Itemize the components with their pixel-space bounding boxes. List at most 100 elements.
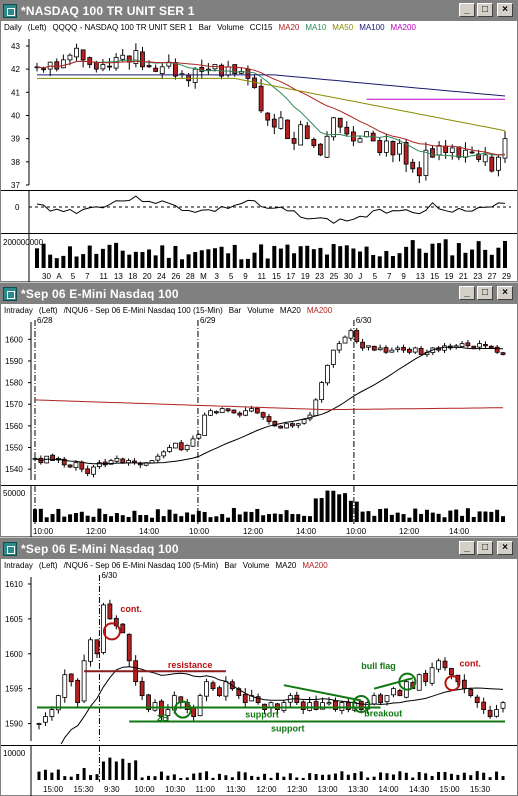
volume-bar	[160, 245, 165, 268]
intraday5-candle	[384, 695, 390, 703]
intraday15-candle	[91, 466, 96, 475]
interval-label: Intraday	[4, 561, 33, 570]
intraday15-candle	[371, 345, 377, 351]
volume-bar	[127, 254, 132, 268]
close-button[interactable]: ×	[497, 3, 513, 17]
volume-bar	[443, 771, 447, 780]
volume-bar	[101, 761, 105, 780]
intraday15-candle	[389, 349, 395, 353]
intraday15-candle	[213, 411, 219, 414]
intraday5-candle	[165, 709, 171, 716]
intraday15-candle	[465, 342, 471, 347]
close-button[interactable]: ×	[497, 286, 513, 300]
window2-titlebar[interactable]: *Sep 06 E-Mini Nasdaq 100 _ □ ×	[1, 284, 517, 304]
volume-bar	[190, 514, 195, 522]
window3-titlebar[interactable]: *Sep 06 E-Mini Nasdaq 100 _ □ ×	[1, 539, 517, 559]
volume-bar	[261, 515, 266, 522]
volume-bar	[325, 490, 330, 522]
volume-bar	[454, 509, 459, 522]
volume-bar	[390, 256, 395, 268]
volume-bar	[79, 511, 84, 522]
support-upper-label: support	[245, 710, 279, 720]
daily-candle	[173, 62, 178, 77]
window-nasdaq-daily: *NASDAQ 100 TR UNIT SER 1 _ □ × Daily (L…	[0, 0, 518, 282]
volume-bar	[417, 772, 421, 780]
intraday15-volume-pane: 50000 10:00 12:00 14:00 10:00 12:00 14:00 10:00…	[1, 485, 517, 537]
intraday5-candle	[139, 681, 145, 697]
volume-bar	[470, 249, 475, 268]
window1-titlebar[interactable]: *NASDAQ 100 TR UNIT SER 1 _ □ ×	[1, 1, 517, 21]
volume-bar	[37, 771, 41, 780]
volume-bar	[475, 771, 479, 780]
volume-bar	[87, 245, 92, 268]
volume-tick-label: 10000	[3, 749, 26, 758]
volume-bar	[85, 515, 90, 522]
daily-candle	[80, 49, 86, 61]
intraday5-candle	[494, 709, 499, 717]
intraday5-candle	[249, 695, 255, 702]
volume-bar	[313, 498, 318, 522]
intraday15-candle	[249, 408, 254, 412]
intraday15-price-pane: Intraday (Left) /NQU6 - Sep 06 E-Mini Na…	[1, 304, 517, 484]
ma200-label: MA200	[302, 561, 328, 570]
maximize-button[interactable]: □	[477, 541, 493, 555]
volume-bar	[419, 513, 424, 522]
volume-bar	[269, 777, 273, 780]
ma50-label: MA50	[332, 23, 354, 32]
close-button[interactable]: ×	[497, 541, 513, 555]
volume-bar	[172, 774, 176, 780]
daily-candle	[258, 85, 264, 112]
daily-candle	[331, 117, 337, 138]
daily-candle	[390, 140, 396, 156]
minimize-button[interactable]: _	[459, 3, 475, 17]
volume-bar	[198, 772, 202, 780]
volume-bar	[460, 515, 465, 522]
volume-bar	[69, 776, 73, 780]
volume-bar	[496, 247, 501, 268]
daily-candle	[67, 54, 73, 61]
volume-bar	[488, 777, 492, 780]
x-tick-label: 28	[186, 272, 195, 281]
maximize-button[interactable]: □	[477, 286, 493, 300]
volume-bar	[407, 517, 412, 522]
scale-label: (Left)	[27, 23, 47, 32]
x-tick-label: 10:00	[346, 527, 367, 536]
intraday15-candle	[96, 462, 102, 467]
intraday5-price-chart: 1610 1605 1600 1595 1590 6/30 resistance suppor…	[5, 571, 506, 744]
volume-bar	[114, 242, 119, 268]
ma20-label: MA20	[279, 306, 301, 315]
intraday5-candle	[397, 690, 403, 697]
daily-candle	[397, 142, 402, 155]
minimize-button[interactable]: _	[459, 541, 475, 555]
intraday5-candle	[94, 639, 100, 655]
volume-bar	[44, 517, 49, 522]
daily-candle	[449, 147, 455, 153]
volume-bar	[284, 510, 289, 522]
x-tick-label: 10:30	[165, 785, 186, 794]
daily-candle	[482, 154, 488, 163]
ma10-line	[36, 59, 506, 158]
maximize-button[interactable]: □	[477, 3, 493, 17]
volume-tick-label: 200000000	[3, 238, 44, 247]
volume-bar	[395, 512, 400, 522]
intraday15-header: Intraday (Left) /NQU6 - Sep 06 E-Mini Na…	[4, 306, 332, 315]
intraday5-candle	[333, 700, 338, 710]
minimize-button[interactable]: _	[459, 286, 475, 300]
volume-bar	[56, 769, 60, 780]
intraday5-candle	[49, 709, 55, 717]
volume-bar	[469, 775, 473, 780]
intraday15-candle	[319, 382, 325, 401]
volume-bar	[346, 774, 350, 780]
volume-bar	[471, 516, 476, 522]
intraday5-candle	[429, 667, 435, 684]
volume-bar	[205, 771, 209, 780]
volume-bar	[114, 761, 118, 780]
volume-bar	[265, 258, 270, 268]
x-tick-label: 15:00	[43, 785, 64, 794]
x-tick-label: 18	[128, 272, 137, 281]
volume-bar	[296, 514, 301, 522]
volume-bar	[186, 254, 191, 268]
volume-bar	[314, 774, 318, 780]
x-tick-label: 11:00	[196, 785, 216, 794]
x-tick-label: 13:30	[348, 785, 369, 794]
